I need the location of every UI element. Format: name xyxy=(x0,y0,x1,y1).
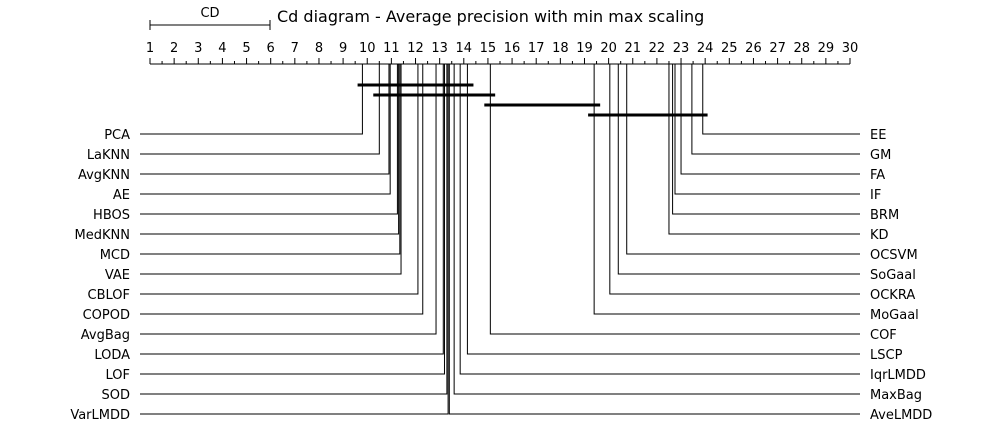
left-method-label: SOD xyxy=(102,388,131,403)
cd-label: CD xyxy=(200,6,219,21)
tick-label: 14 xyxy=(456,41,473,56)
left-method-label: VarLMDD xyxy=(70,408,130,423)
right-method-line xyxy=(672,64,860,215)
right-method-label: MaxBag xyxy=(870,388,922,403)
right-method-line xyxy=(702,64,860,135)
left-method-label: MCD xyxy=(100,248,130,263)
right-method-line xyxy=(453,64,860,395)
left-method-line xyxy=(140,64,390,175)
tick-label: 10 xyxy=(359,41,376,56)
right-method-line xyxy=(489,64,860,335)
method-connector-lines xyxy=(140,64,860,415)
tick-label: 22 xyxy=(649,41,666,56)
right-method-label: OCKRA xyxy=(870,288,915,303)
left-method-line xyxy=(140,64,437,335)
left-method-line xyxy=(140,64,398,215)
left-method-line xyxy=(140,64,419,295)
right-method-label: FA xyxy=(870,168,885,183)
tick-label: 9 xyxy=(339,41,347,56)
right-method-label: AveLMDD xyxy=(870,408,932,423)
right-method-label: EE xyxy=(870,128,886,143)
left-method-line xyxy=(140,64,448,395)
tick-label: 29 xyxy=(818,41,835,56)
right-method-line xyxy=(593,64,860,315)
left-method-label: HBOS xyxy=(93,208,130,223)
left-method-label: LaKNN xyxy=(87,148,130,163)
tick-label: 16 xyxy=(504,41,521,56)
right-method-line xyxy=(466,64,860,355)
right-method-line xyxy=(448,64,860,415)
right-method-line xyxy=(691,64,860,155)
tick-label: 27 xyxy=(769,41,786,56)
right-method-line xyxy=(617,64,860,275)
left-method-line xyxy=(140,64,400,235)
left-method-line xyxy=(140,64,391,195)
left-method-label: AvgKNN xyxy=(78,168,130,183)
left-method-line xyxy=(140,64,444,355)
left-method-line xyxy=(140,64,401,255)
tick-label: 11 xyxy=(383,41,400,56)
tick-label: 24 xyxy=(697,41,714,56)
left-method-label: COPOD xyxy=(83,308,130,323)
tick-label: 17 xyxy=(528,41,545,56)
tick-label: 19 xyxy=(576,41,593,56)
chart-title: Cd diagram - Average precision with min … xyxy=(277,7,704,26)
tick-label: 30 xyxy=(842,41,859,56)
tick-label: 21 xyxy=(624,41,641,56)
left-method-label: MedKNN xyxy=(75,228,130,243)
right-method-label: OCSVM xyxy=(870,248,918,263)
tick-label: 4 xyxy=(218,41,226,56)
axis-ticks: 1 2 3 4 5 6 7 8 9 10 11 12 13 14 15 16 17 18 19 20 21 22 23 24 2… xyxy=(146,41,858,64)
left-method-line xyxy=(140,64,402,275)
tick-label: 23 xyxy=(673,41,690,56)
left-method-label: VAE xyxy=(105,268,130,283)
left-method-line xyxy=(140,64,449,415)
tick-label: 7 xyxy=(291,41,299,56)
right-method-line xyxy=(680,64,860,175)
left-method-line xyxy=(140,64,445,375)
right-method-label: KD xyxy=(870,228,889,243)
left-method-line xyxy=(140,64,424,315)
left-method-label: LODA xyxy=(94,348,130,363)
tick-label: 26 xyxy=(745,41,762,56)
right-method-label: IF xyxy=(870,188,881,203)
tick-label: 18 xyxy=(552,41,569,56)
right-method-label: LSCP xyxy=(870,348,903,363)
left-method-label: AvgBag xyxy=(81,328,130,343)
tick-label: 15 xyxy=(480,41,497,56)
left-method-label: LOF xyxy=(106,368,131,383)
left-method-line xyxy=(140,64,380,155)
tick-label: 28 xyxy=(793,41,810,56)
right-method-line xyxy=(609,64,860,295)
right-method-line xyxy=(668,64,860,235)
right-method-line xyxy=(459,64,860,375)
tick-label: 25 xyxy=(721,41,738,56)
left-method-label: CBLOF xyxy=(88,288,131,303)
tick-label: 2 xyxy=(170,41,178,56)
tick-label: 13 xyxy=(431,41,448,56)
tick-label: 5 xyxy=(242,41,250,56)
left-method-label: AE xyxy=(113,188,130,203)
tick-label: 6 xyxy=(267,41,275,56)
tick-label: 20 xyxy=(600,41,617,56)
method-labels: PCA LaKNN AvgKNN AE HBOS MedKNN MCD VAE CBLOF COP… xyxy=(70,128,932,423)
clique-bars xyxy=(357,83,708,117)
right-method-label: GM xyxy=(870,148,891,163)
tick-label: 8 xyxy=(315,41,323,56)
tick-label: 1 xyxy=(146,41,154,56)
right-method-label: MoGaal xyxy=(870,308,919,323)
right-method-label: BRM xyxy=(870,208,899,223)
left-method-label: PCA xyxy=(104,128,130,143)
right-method-line xyxy=(674,64,860,195)
tick-label: 12 xyxy=(407,41,424,56)
right-method-line xyxy=(626,64,860,255)
right-method-label: IqrLMDD xyxy=(870,368,926,383)
left-method-line xyxy=(140,64,363,135)
right-method-label: COF xyxy=(870,328,897,343)
tick-label: 3 xyxy=(194,41,202,56)
right-method-label: SoGaal xyxy=(870,268,916,283)
